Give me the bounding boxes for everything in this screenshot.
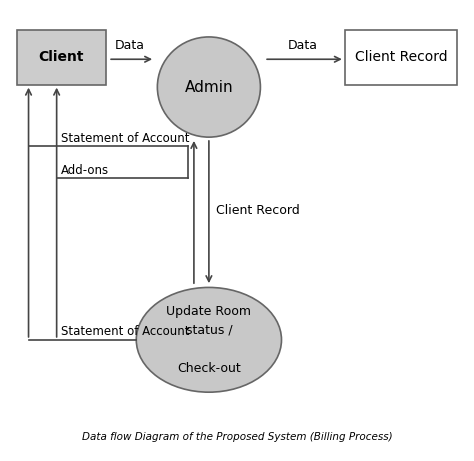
Text: Data: Data xyxy=(115,39,145,52)
Text: Admin: Admin xyxy=(184,80,233,95)
Text: Statement of Account: Statement of Account xyxy=(61,132,190,145)
Text: Statement of Account: Statement of Account xyxy=(61,325,190,338)
FancyBboxPatch shape xyxy=(345,30,457,85)
Text: Add-ons: Add-ons xyxy=(61,164,109,177)
Text: Client Record: Client Record xyxy=(355,50,447,65)
Text: Data flow Diagram of the Proposed System (Billing Process): Data flow Diagram of the Proposed System… xyxy=(82,432,392,442)
Circle shape xyxy=(157,37,260,137)
FancyBboxPatch shape xyxy=(17,30,106,85)
Text: Client Record: Client Record xyxy=(216,203,300,217)
Text: Client: Client xyxy=(38,50,84,65)
Text: Update Room
status /

Check-out: Update Room status / Check-out xyxy=(166,305,251,375)
Ellipse shape xyxy=(137,287,282,392)
Text: Data: Data xyxy=(288,39,318,52)
